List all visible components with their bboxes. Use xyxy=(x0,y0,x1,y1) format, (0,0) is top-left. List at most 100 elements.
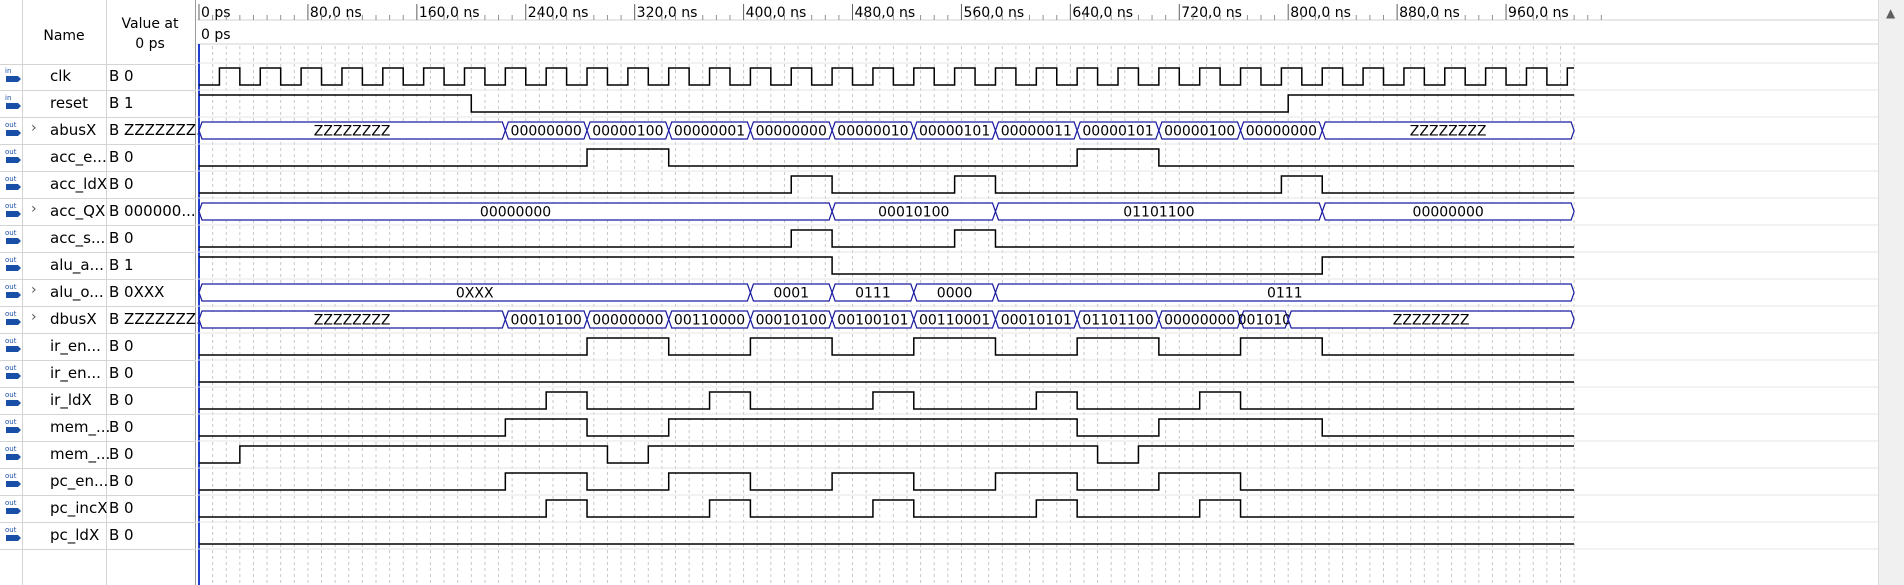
bus-value-label: ZZZZZZZZ xyxy=(1410,124,1487,140)
bit-waveform xyxy=(199,337,1575,356)
row-divider xyxy=(0,522,196,523)
row-divider xyxy=(0,414,196,415)
bus-value-label: 0000 xyxy=(937,286,973,302)
signal-row[interactable]: out › alu_o... B 0XXX xyxy=(0,279,196,306)
clock-waveform xyxy=(199,67,1575,86)
bit-waveform xyxy=(199,256,1575,275)
output-pin-icon: out xyxy=(4,147,24,167)
row-divider xyxy=(0,279,196,280)
signal-name: pc_en... xyxy=(50,472,109,490)
bus-value-label: 00000000 xyxy=(1164,313,1235,329)
value-header-label: Value at xyxy=(121,16,179,32)
bus-value-label: 00010101 xyxy=(1001,313,1072,329)
value-header-time: 0 ps xyxy=(135,36,165,52)
expand-chevron-icon[interactable]: › xyxy=(31,309,37,325)
svg-text:out: out xyxy=(5,148,17,156)
signal-value: B 0 xyxy=(109,391,134,409)
name-column-header[interactable]: Name xyxy=(43,28,85,44)
bus-value-label: ZZZZZZZZ xyxy=(314,124,391,140)
bus-value-label: 00000000 xyxy=(480,205,551,221)
bus-value-label: 00010100 xyxy=(878,205,949,221)
bus-segment xyxy=(994,283,1575,302)
bus-value-label: 00000011 xyxy=(1001,124,1072,140)
bus-value-label: 0111 xyxy=(855,286,891,302)
bus-value-label: ZZZZZZZZ xyxy=(1393,313,1470,329)
signal-row[interactable]: out mem_... B 0 xyxy=(0,414,196,441)
bus-value-label: ZZZZZZZZ xyxy=(314,313,391,329)
bus-value-label: 00010100 xyxy=(756,313,827,329)
svg-text:out: out xyxy=(5,121,17,129)
signal-value: B 0 xyxy=(109,364,134,382)
output-pin-icon: out xyxy=(4,282,24,302)
signal-value: B 1 xyxy=(109,94,134,112)
signal-row[interactable]: out alu_a... B 1 xyxy=(0,252,196,279)
signal-row[interactable]: in reset B 1 xyxy=(0,90,196,117)
svg-text:out: out xyxy=(5,256,17,264)
waveform-area[interactable]: 0 ps 80,0 ns 160,0 ns 240,0 ns 320,0 ns 400,0… xyxy=(197,0,1904,585)
signal-row[interactable]: out ir_ldX B 0 xyxy=(0,387,196,414)
signal-row[interactable]: out › abusX B ZZZZZZZ... xyxy=(0,117,210,144)
input-pin-icon: in xyxy=(4,93,24,113)
row-divider xyxy=(0,495,196,496)
row-divider xyxy=(0,333,196,334)
expand-chevron-icon[interactable]: › xyxy=(31,282,37,298)
signal-name: acc_QX xyxy=(50,202,106,220)
signal-row[interactable]: out ir_en... B 0 xyxy=(0,333,196,360)
row-divider xyxy=(0,144,196,145)
signal-row[interactable]: out acc_s... B 0 xyxy=(0,225,196,252)
signal-name: reset xyxy=(50,94,88,112)
bus-value-label: 0111 xyxy=(1267,286,1303,302)
bus-value-label: 00110001 xyxy=(919,313,990,329)
bit-waveform xyxy=(199,472,1575,491)
output-pin-icon: out xyxy=(4,336,24,356)
vertical-scrollbar[interactable]: ▲ xyxy=(1878,0,1904,585)
bus-value-label: 00000000 xyxy=(592,313,663,329)
time-tick-label: 160,0 ns xyxy=(419,5,480,21)
output-pin-icon: out xyxy=(4,417,24,437)
time-tick-label: 400,0 ns xyxy=(746,5,807,21)
column-divider[interactable] xyxy=(106,0,107,585)
input-pin-icon: in xyxy=(4,66,24,86)
time-tick-label: 240,0 ns xyxy=(528,5,589,21)
row-divider xyxy=(0,360,196,361)
bus-segment xyxy=(1321,121,1575,140)
signal-row[interactable]: in clk B 0 xyxy=(0,63,196,90)
svg-text:out: out xyxy=(5,283,17,291)
signal-value: B 0 xyxy=(109,418,134,436)
signal-row[interactable]: out pc_en... B 0 xyxy=(0,468,196,495)
signal-row[interactable]: out acc_ldX B 0 xyxy=(0,171,196,198)
row-divider xyxy=(0,117,196,118)
bus-value-label: 01101100 xyxy=(1082,313,1153,329)
bus-value-label: 01101100 xyxy=(1123,205,1194,221)
time-tick-label: 640,0 ns xyxy=(1072,5,1133,21)
svg-text:out: out xyxy=(5,445,17,453)
svg-text:out: out xyxy=(5,472,17,480)
svg-text:out: out xyxy=(5,202,17,210)
output-pin-icon: out xyxy=(4,498,24,518)
signal-panel: Name Value at 0 ps in clk B 0 in reset B 1 out… xyxy=(0,0,210,585)
signal-row[interactable]: out pc_incX B 0 xyxy=(0,495,196,522)
bus-value-label: 00000001 xyxy=(674,124,745,140)
signal-row[interactable]: out › dbusX B ZZZZZZZ... xyxy=(0,306,210,333)
row-divider xyxy=(0,198,196,199)
signal-row[interactable]: out acc_e... B 0 xyxy=(0,144,196,171)
scroll-up-icon[interactable]: ▲ xyxy=(1886,6,1896,20)
bus-value-label: 00000101 xyxy=(919,124,990,140)
expand-chevron-icon[interactable]: › xyxy=(31,120,37,136)
signal-row[interactable]: out › acc_QX B 000000... xyxy=(0,198,196,225)
signal-value: B 0 xyxy=(109,175,134,193)
signal-value: B 0 xyxy=(109,526,134,544)
signal-name: clk xyxy=(50,67,72,85)
output-pin-icon: out xyxy=(4,174,24,194)
signal-value: B 000000... xyxy=(109,202,196,220)
signal-row[interactable]: out ir_en... B 0 xyxy=(0,360,196,387)
bit-waveform xyxy=(199,94,1575,113)
expand-chevron-icon[interactable]: › xyxy=(31,201,37,217)
signal-row[interactable]: out mem_... B 0 xyxy=(0,441,196,468)
waveform-canvas[interactable]: 0 ps 80,0 ns 160,0 ns 240,0 ns 320,0 ns 400,0… xyxy=(197,0,1904,585)
signal-row[interactable]: out pc_ldX B 0 xyxy=(0,522,196,549)
signal-value: B ZZZZZZZ... xyxy=(109,310,211,328)
value-column-header[interactable]: Value at 0 ps xyxy=(107,14,193,78)
signal-value: B 0XXX xyxy=(109,283,165,301)
bus-value-label: 00000010 xyxy=(837,124,908,140)
